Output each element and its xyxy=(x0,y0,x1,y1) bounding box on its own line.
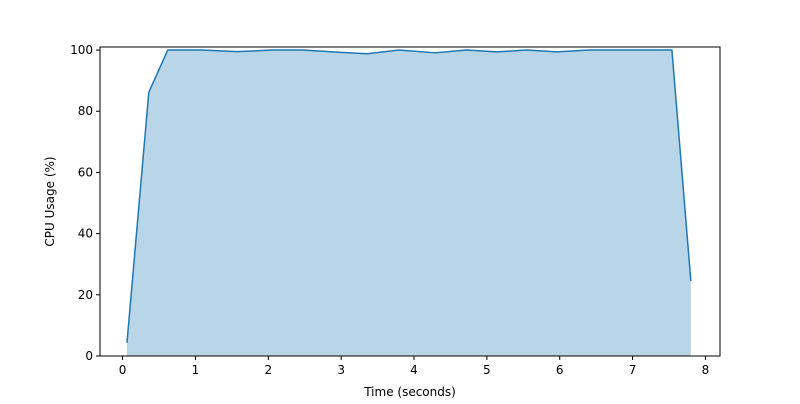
x-tick-label: 3 xyxy=(337,363,345,377)
series-line-layer xyxy=(126,49,692,343)
x-tick-label: 0 xyxy=(119,363,127,377)
x-tick-label: 4 xyxy=(410,363,418,377)
usage-area-fill xyxy=(126,50,691,356)
y-tick-label: 20 xyxy=(78,288,93,302)
y-tick-label: 0 xyxy=(85,349,93,363)
x-tick-label: 7 xyxy=(629,363,637,377)
x-tick-label: 2 xyxy=(264,363,272,377)
x-tick-label: 1 xyxy=(192,363,200,377)
usage-line xyxy=(126,49,692,343)
y-tick-label: 60 xyxy=(78,165,93,179)
y-axis-ticks: 0 20 40 60 80 100 xyxy=(70,43,100,363)
y-tick-label: 40 xyxy=(78,227,93,241)
y-tick-label: 100 xyxy=(70,43,93,57)
x-tick-label: 6 xyxy=(556,363,564,377)
x-tick-label: 8 xyxy=(702,363,710,377)
x-tick-label: 5 xyxy=(483,363,491,377)
x-axis-ticks: 0 1 2 3 4 5 6 7 8 xyxy=(119,356,709,377)
y-axis-label: CPU Usage (%) xyxy=(43,156,57,246)
x-axis-label: Time (seconds) xyxy=(363,385,456,399)
y-tick-label: 80 xyxy=(78,104,93,118)
area-fill-layer xyxy=(126,50,691,356)
axes-frame xyxy=(99,46,721,357)
